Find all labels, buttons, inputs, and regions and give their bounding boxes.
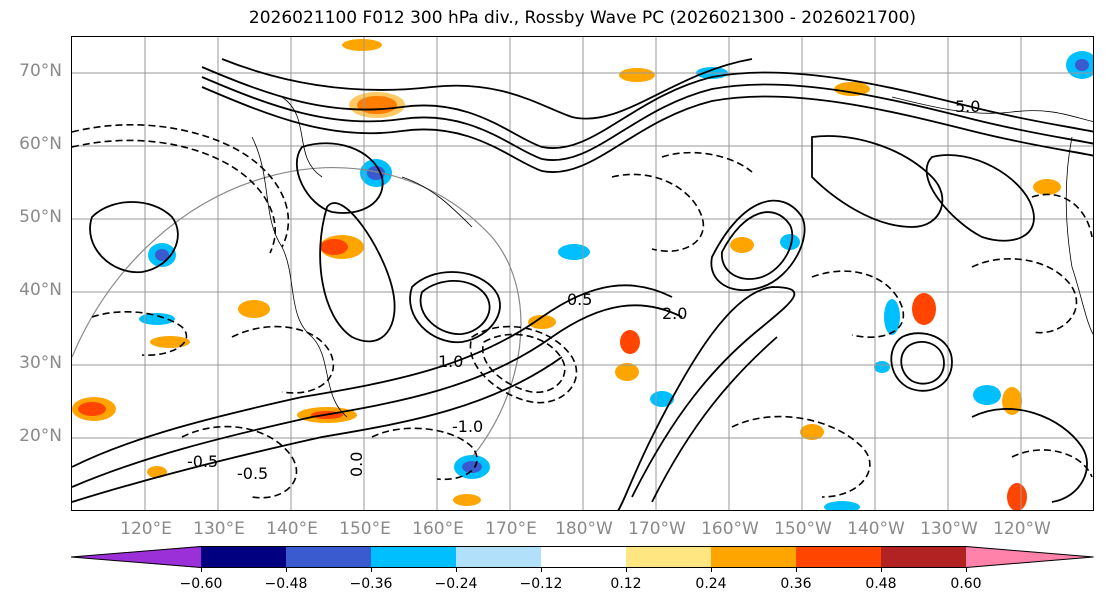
map-canvas: 5.0 0.5 1.0 2.0 -0.5 -1.0 -0.5 0.0 <box>72 37 1093 510</box>
lon-label-140w: 140°W <box>847 519 905 539</box>
colorbar-segment <box>201 546 286 568</box>
colorbar-segment <box>796 546 881 568</box>
colorbar-segment <box>371 546 456 568</box>
colorbar-tickmark <box>711 568 712 572</box>
lat-label-30n: 30°N <box>19 353 62 373</box>
colorbar-tick-label: 0.24 <box>695 576 727 592</box>
divergence-fill-layer <box>72 39 1093 510</box>
colorbar-tick-label: 0.60 <box>950 576 982 592</box>
colorbar-tickmark <box>456 568 457 572</box>
lon-label-170e: 170°E <box>485 519 537 539</box>
great-circle-arc <box>72 167 522 458</box>
colorbar-tickmark <box>626 568 627 572</box>
colorbar-tickmark <box>371 568 372 572</box>
lon-label-180w: 180°W <box>555 519 613 539</box>
lon-label-170w: 170°W <box>628 519 686 539</box>
lon-label-130w: 130°W <box>920 519 978 539</box>
lon-label-130e: 130°E <box>193 519 245 539</box>
colorbar-tickmark <box>881 568 882 572</box>
solid-contours <box>72 58 1093 510</box>
colorbar-segment-extend-high <box>966 546 1094 568</box>
colorbar-segment <box>286 546 371 568</box>
colorbar-tickmark <box>286 568 287 572</box>
map-title: 2026021100 F012 300 hPa div., Rossby Wav… <box>248 8 917 28</box>
colorbar-segment <box>541 546 626 568</box>
colorbar-segment <box>456 546 541 568</box>
colorbar-tick-label: −0.36 <box>349 576 393 592</box>
colorbar-tickmark <box>966 568 967 572</box>
contour-label: -1.0 <box>452 417 483 436</box>
colorbar-tick-label: −0.60 <box>179 576 223 592</box>
colorbar-tickmark <box>541 568 542 572</box>
colorbar-tick-label: −0.24 <box>434 576 478 592</box>
contour-label: -0.5 <box>187 452 218 471</box>
lon-label-120w: 120°W <box>993 519 1051 539</box>
contour-label: 5.0 <box>955 97 980 116</box>
lat-label-20n: 20°N <box>19 426 62 446</box>
colorbar-tick-label: −0.48 <box>264 576 308 592</box>
colorbar-tick-label: 0.48 <box>865 576 897 592</box>
colorbar-tick-label: −0.12 <box>519 576 563 592</box>
contour-label: 0.5 <box>567 290 592 309</box>
colorbar-tickmark <box>796 568 797 572</box>
coastlines <box>251 96 1093 418</box>
graticule <box>72 37 1093 510</box>
colorbar-tick-label: 0.12 <box>610 576 642 592</box>
colorbar-outline <box>71 546 1094 568</box>
colorbar-segment <box>711 546 796 568</box>
lon-label-150e: 150°E <box>339 519 391 539</box>
colorbar-segment-extend-low <box>71 546 201 568</box>
colorbar-tickmark <box>201 568 202 572</box>
lat-label-60n: 60°N <box>19 134 62 154</box>
contour-label: 2.0 <box>662 304 687 323</box>
colorbar-segment <box>881 546 966 568</box>
map-panel: 5.0 0.5 1.0 2.0 -0.5 -1.0 -0.5 0.0 <box>71 36 1094 511</box>
dashed-contours <box>72 124 1093 499</box>
lat-label-40n: 40°N <box>19 280 62 300</box>
colorbar-tick-label: 0.36 <box>780 576 812 592</box>
colorbar <box>71 546 1094 568</box>
contour-label: 0.0 <box>347 452 366 477</box>
lon-label-150w: 150°W <box>774 519 832 539</box>
lon-label-120e: 120°E <box>120 519 172 539</box>
contour-label: 1.0 <box>438 352 463 371</box>
lat-label-50n: 50°N <box>19 207 62 227</box>
colorbar-segment <box>626 546 711 568</box>
lat-label-70n: 70°N <box>19 61 62 81</box>
lon-label-160e: 160°E <box>412 519 464 539</box>
contour-label: -0.5 <box>237 464 268 483</box>
contour-label-group: 5.0 0.5 1.0 2.0 -0.5 -1.0 -0.5 0.0 <box>187 97 980 483</box>
lon-label-140e: 140°E <box>266 519 318 539</box>
lon-label-160w: 160°W <box>701 519 759 539</box>
